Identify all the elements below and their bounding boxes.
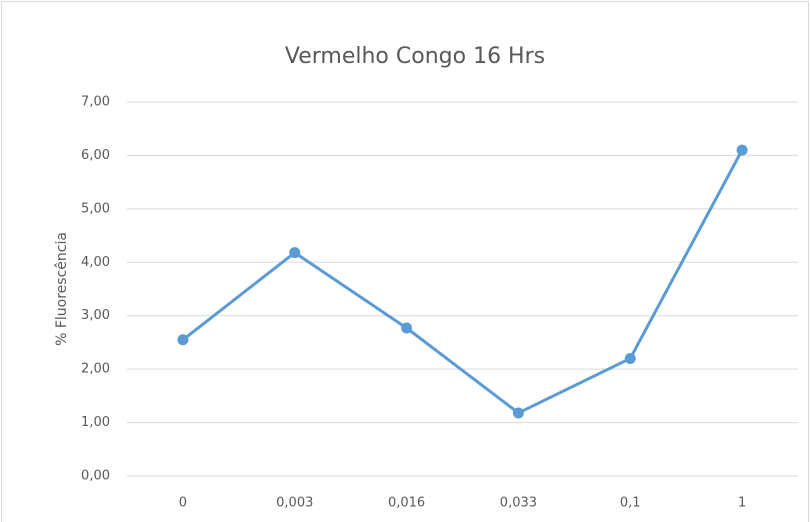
y-tick-label: 4,00 xyxy=(81,255,110,270)
x-tick-label: 0,033 xyxy=(500,496,537,511)
point xyxy=(177,334,189,346)
line xyxy=(181,149,744,415)
point xyxy=(624,352,636,364)
point xyxy=(401,322,413,334)
point xyxy=(736,144,748,156)
y-tick-label: 7,00 xyxy=(81,95,110,110)
x-tick-label: 0,1 xyxy=(620,496,641,511)
y-tick-label: 6,00 xyxy=(81,148,110,163)
y-tick-label: 5,00 xyxy=(81,201,110,216)
point xyxy=(289,247,301,259)
x-tick-label: 0 xyxy=(179,496,187,511)
y-tick-label: 0,00 xyxy=(81,469,110,484)
x-tick-label: 0,003 xyxy=(276,496,313,511)
x-tick-label: 1 xyxy=(738,496,746,511)
point xyxy=(512,407,524,419)
y-tick-label: 2,00 xyxy=(81,362,110,377)
x-tick-label: 0,016 xyxy=(388,496,425,511)
y-tick-label: 3,00 xyxy=(81,308,110,323)
chart-title: Vermelho Congo 16 Hrs xyxy=(285,44,545,69)
y-axis-label: % Fluorescência xyxy=(54,232,70,346)
y-tick-label: 1,00 xyxy=(81,415,110,430)
